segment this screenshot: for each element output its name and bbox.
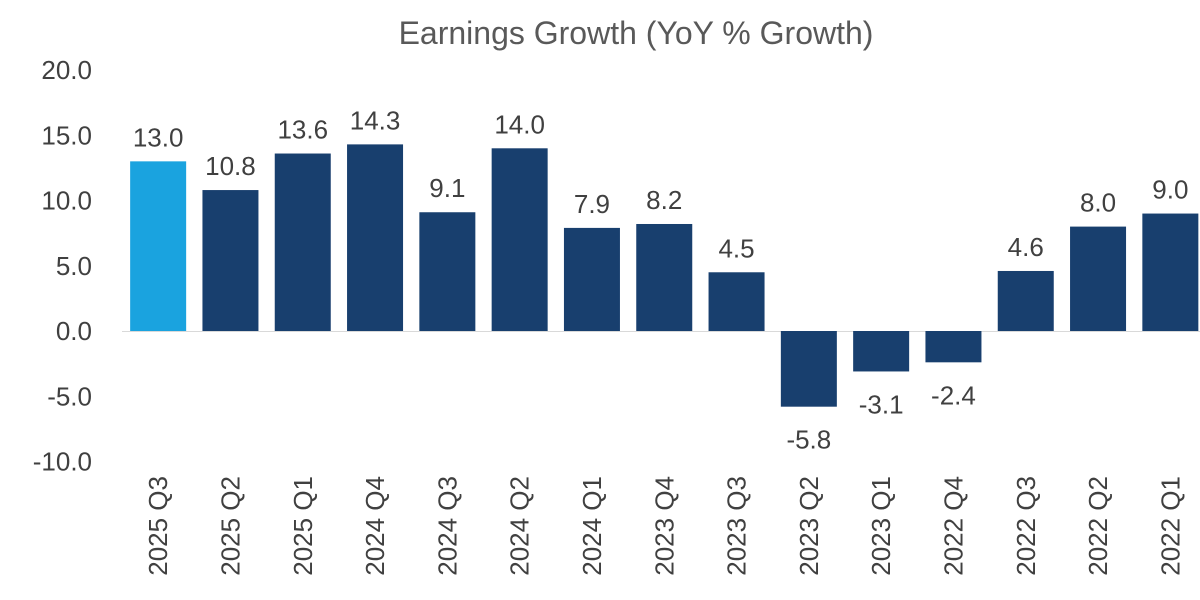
- x-tick-label: 2023 Q1: [866, 476, 896, 576]
- data-labels: 13.0 10.8 13.6 14.3 9.1 14.0 7.9 8.2 4.5 -5.8 -3.1…: [133, 105, 1189, 454]
- bar-2024-q4: [347, 144, 404, 331]
- data-label: 14.3: [350, 105, 401, 135]
- bar-2023-q4: [636, 223, 693, 331]
- x-tick-label: 2023 Q2: [794, 476, 824, 576]
- x-tick-label: 2025 Q3: [143, 476, 173, 576]
- x-tick-label: 2022 Q4: [938, 476, 968, 576]
- x-tick-label: 2024 Q3: [432, 476, 462, 576]
- y-tick-label: -10.0: [33, 447, 92, 477]
- bar-2022-q4: [925, 331, 982, 363]
- data-label: 4.6: [1008, 232, 1044, 262]
- data-label: 7.9: [574, 189, 610, 219]
- data-label: 10.8: [205, 151, 256, 181]
- data-label: -2.4: [931, 380, 976, 410]
- x-tick-label: 2024 Q4: [360, 476, 390, 576]
- data-label: 13.0: [133, 122, 184, 152]
- bar-2024-q1: [563, 227, 620, 331]
- bar-2023-q1: [853, 331, 910, 372]
- x-tick-label: 2022 Q2: [1083, 476, 1113, 576]
- data-label: -3.1: [859, 389, 904, 419]
- y-tick-label: 15.0: [41, 120, 92, 150]
- data-label: 9.0: [1152, 175, 1188, 205]
- bar-2022-q2: [1070, 226, 1127, 331]
- data-label: 4.5: [718, 233, 754, 263]
- bar-2022-q3: [997, 270, 1054, 331]
- bar-2025-q3: [130, 161, 187, 331]
- y-axis: 20.0 15.0 10.0 5.0 0.0 -5.0 -10.0: [33, 55, 92, 477]
- x-tick-label: 2022 Q3: [1011, 476, 1041, 576]
- data-label: 8.0: [1080, 188, 1116, 218]
- bars: [130, 144, 1199, 407]
- bar-2023-q2: [780, 331, 837, 407]
- x-axis: 2025 Q3 2025 Q2 2025 Q1 2024 Q4 2024 Q3 2024 …: [143, 476, 1185, 576]
- x-tick-label: 2023 Q4: [649, 476, 679, 576]
- bar-2025-q1: [274, 153, 331, 331]
- x-tick-label: 2025 Q1: [288, 476, 318, 576]
- bar-2024-q3: [419, 212, 476, 331]
- data-label: -5.8: [786, 425, 831, 455]
- data-label: 14.0: [494, 109, 545, 139]
- y-tick-label: 10.0: [41, 186, 92, 216]
- x-tick-label: 2024 Q2: [505, 476, 535, 576]
- bar-2025-q2: [202, 190, 259, 331]
- bar-2023-q3: [708, 272, 765, 331]
- data-label: 13.6: [277, 115, 328, 145]
- bar-2022-q1: [1142, 213, 1199, 331]
- chart-title: Earnings Growth (YoY % Growth): [399, 15, 874, 51]
- data-label: 8.2: [646, 185, 682, 215]
- x-tick-label: 2025 Q2: [215, 476, 245, 576]
- bar-2024-q2: [491, 148, 548, 331]
- y-tick-label: 20.0: [41, 55, 92, 85]
- y-tick-label: -5.0: [47, 381, 92, 411]
- y-tick-label: 0.0: [56, 316, 92, 346]
- y-tick-label: 5.0: [56, 251, 92, 281]
- data-label: 9.1: [429, 173, 465, 203]
- x-tick-label: 2024 Q1: [577, 476, 607, 576]
- x-tick-label: 2022 Q1: [1155, 476, 1185, 576]
- x-tick-label: 2023 Q3: [722, 476, 752, 576]
